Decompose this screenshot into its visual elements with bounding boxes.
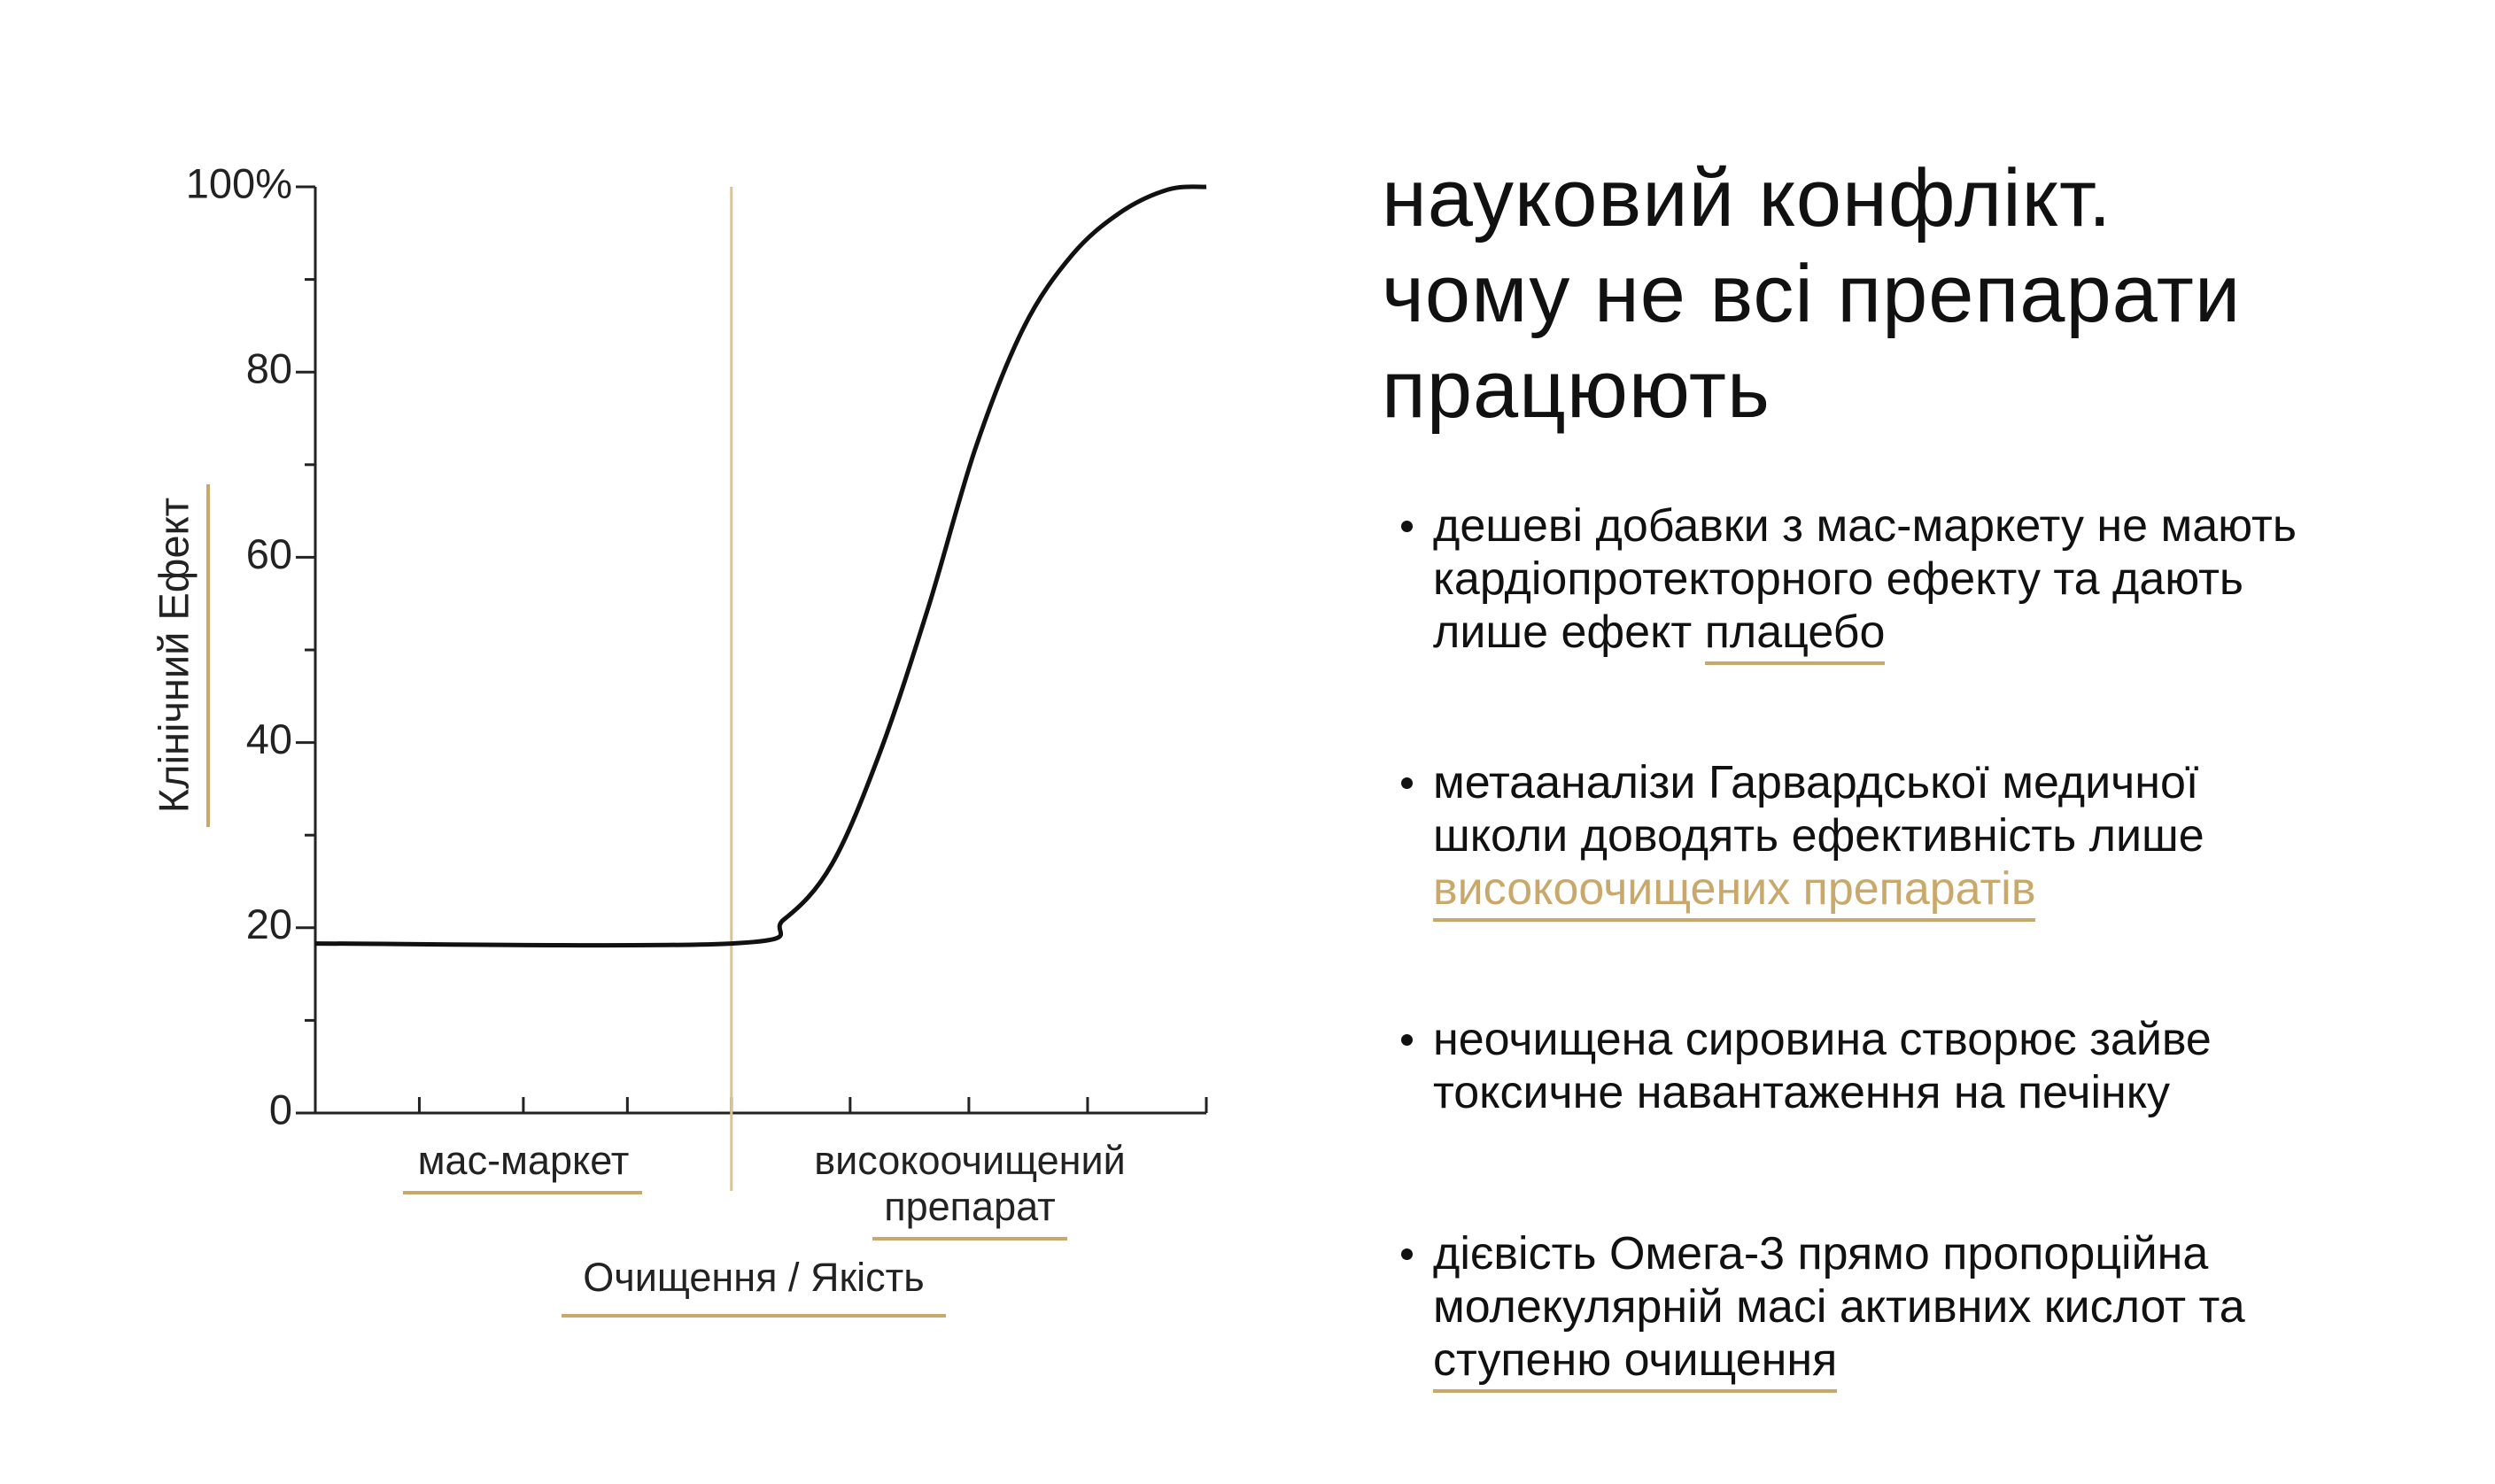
y-tick-label: 60 bbox=[246, 530, 292, 577]
bullet-line: ступеню очищення bbox=[1433, 1333, 2471, 1393]
text: дешеві добавки з мас-маркету не мають bbox=[1433, 500, 2297, 552]
bullet-line: лише ефект плацебо bbox=[1433, 606, 2471, 665]
bullet-line: кардіопротекторного ефекту та дають bbox=[1433, 553, 2471, 606]
bullet: дешеві добавки з мас-маркету не мають кар… bbox=[1382, 499, 2471, 665]
text: метааналізи Гарвардської медичної bbox=[1433, 757, 2199, 808]
category-label: препарат bbox=[884, 1184, 1056, 1229]
bullet-line: неочищена сировина створює зайве bbox=[1433, 1013, 2471, 1066]
text: неочищена сировина створює зайве bbox=[1433, 1014, 2212, 1065]
text: дієвість Омега-3 прямо пропорційна bbox=[1433, 1228, 2209, 1279]
heading-line: працюють bbox=[1382, 344, 1771, 435]
x-axis-label: Очищення / Якість bbox=[583, 1255, 924, 1300]
bullet-line: метааналізи Гарвардської медичної bbox=[1433, 756, 2471, 809]
y-tick-label: 100% bbox=[186, 159, 292, 206]
heading-line: науковий конфлікт. bbox=[1382, 153, 2112, 243]
bullet-line: молекулярній масі активних кислот та bbox=[1433, 1280, 2471, 1333]
text: молекулярній масі активних кислот та bbox=[1433, 1281, 2245, 1333]
y-axis-label: Клінічний Ефект bbox=[150, 498, 197, 813]
text: лише ефект bbox=[1433, 607, 1705, 658]
heading-line: чому не всі препарати bbox=[1382, 249, 2242, 339]
bullet: дієвість Омега-3 прямо пропорційна молеку… bbox=[1382, 1227, 2471, 1393]
bullet-line: дешеві добавки з мас-маркету не мають bbox=[1433, 499, 2471, 553]
bullet: неочищена сировина створює зайве токсичне… bbox=[1382, 1013, 2471, 1119]
y-tick-label: 0 bbox=[269, 1086, 292, 1132]
highlight: високоочищених препаратів bbox=[1433, 863, 2036, 922]
text: кардіопротекторного ефекту та дають bbox=[1433, 553, 2244, 605]
bullet-line: школи доводять ефективність лише bbox=[1433, 809, 2471, 862]
y-tick-label: 80 bbox=[246, 345, 292, 392]
highlight: ступеню очищення bbox=[1433, 1334, 1838, 1393]
text-panel: науковий конфлікт. чому не всі препарати… bbox=[1382, 151, 2471, 1484]
text: школи доводять ефективність лише bbox=[1433, 810, 2204, 862]
highlight: плацебо bbox=[1704, 607, 1886, 665]
y-tick-label: 40 bbox=[246, 715, 292, 762]
bullet-list: дешеві добавки з мас-маркету не мають кар… bbox=[1382, 499, 2471, 1393]
y-tick-label: 20 bbox=[246, 900, 292, 947]
chart: Клінічний Ефект мас-маркет високоочищени… bbox=[150, 159, 1208, 1318]
text: токсичне навантаження на печінку bbox=[1433, 1067, 2171, 1118]
curve bbox=[314, 184, 1207, 948]
bullet-line: високоочищених препаратів bbox=[1433, 862, 2471, 922]
page: Клінічний Ефект мас-маркет високоочищени… bbox=[150, 153, 2297, 1393]
category-label: високоочищений bbox=[814, 1138, 1126, 1183]
bullet-line: токсичне навантаження на печінку bbox=[1433, 1066, 2471, 1119]
bullet-line: дієвість Омега-3 прямо пропорційна bbox=[1433, 1227, 2471, 1280]
bullet: метааналізи Гарвардської медичної школи д… bbox=[1382, 756, 2471, 922]
category-label: мас-маркет bbox=[418, 1138, 630, 1183]
